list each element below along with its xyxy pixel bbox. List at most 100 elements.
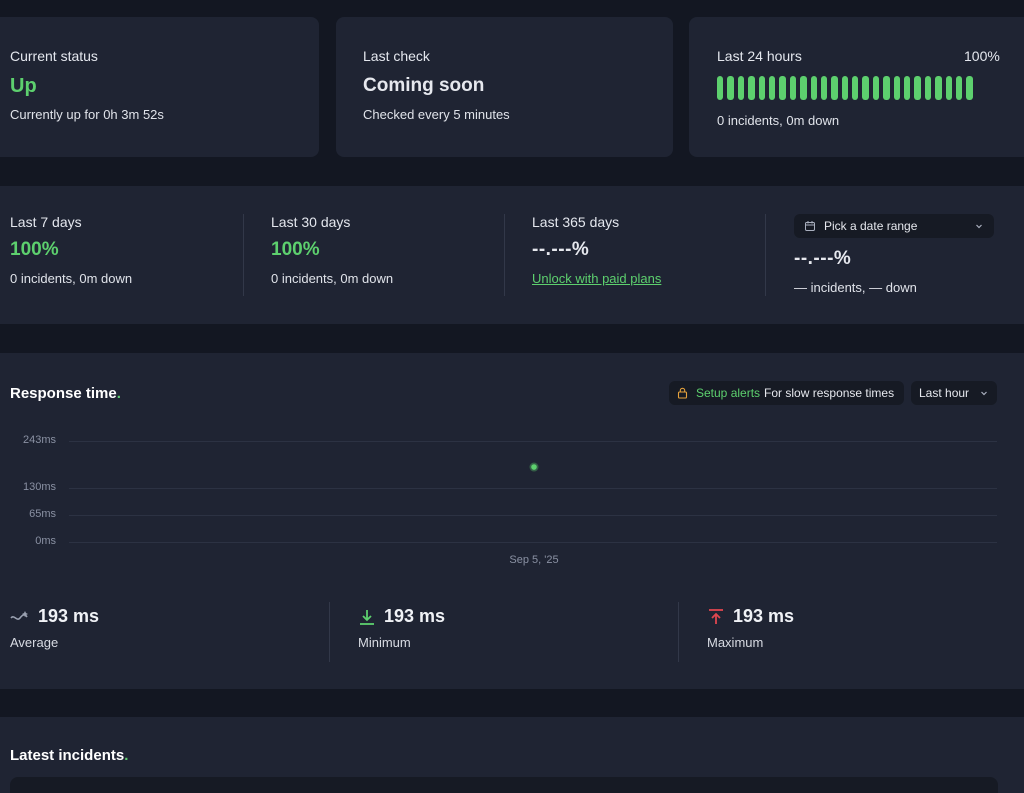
maximum-label: Maximum [707, 635, 764, 650]
divider [243, 214, 244, 296]
time-range-select[interactable]: Last hour [911, 381, 997, 405]
divider [329, 602, 330, 662]
chart-plot-area [529, 462, 539, 472]
uptime-bars [717, 76, 973, 100]
average-value: 193 ms [38, 606, 100, 626]
unlock-paid-plans-link[interactable]: Unlock with paid plans [532, 271, 662, 286]
calendar-icon [805, 221, 815, 231]
average-label: Average [10, 635, 59, 650]
last-24-hours-percent: 100% [964, 48, 1000, 64]
current-status-card: Current status Up Currently up for 0h 3m… [0, 17, 319, 157]
chevron-down-icon [976, 224, 982, 229]
uptime-30-days: Last 30 days 100% 0 incidents, 0m down [271, 214, 393, 286]
uptime-bar[interactable] [914, 76, 921, 100]
uptime-bar[interactable] [820, 76, 828, 100]
check-interval: Checked every 5 minutes [363, 107, 510, 122]
minimum-stat: 193 ms Minimum [358, 606, 445, 650]
response-time-title: Response time. [10, 385, 121, 402]
custom-range-incidents: — incidents, — down [794, 280, 917, 295]
last-check-label: Last check [363, 48, 430, 64]
minimum-label: Minimum [358, 635, 411, 650]
uptime-bar[interactable] [800, 76, 807, 100]
uptime-30-days-value: 100% [271, 239, 320, 260]
uptime-bar[interactable] [955, 76, 963, 100]
latest-incidents-title: Latest incidents. [10, 747, 128, 764]
response-time-card: Response time. Setup alerts For slow res… [0, 353, 1024, 689]
average-stat: 193 ms Average [10, 606, 99, 650]
divider [504, 214, 505, 296]
last-24-hours-label: Last 24 hours [717, 48, 802, 64]
uptime-bar[interactable] [841, 76, 849, 100]
uptime-bar[interactable] [883, 76, 890, 100]
date-range-picker[interactable]: Pick a date range [794, 214, 994, 238]
average-icon [10, 610, 28, 620]
uptime-bar[interactable] [935, 76, 942, 100]
uptime-periods-card: Last 7 days 100% 0 incidents, 0m down La… [0, 186, 1024, 324]
uptime-bar[interactable] [966, 76, 973, 100]
data-point[interactable] [531, 464, 537, 470]
uptime-bar[interactable] [831, 76, 838, 100]
latest-incidents-card: Latest incidents. [0, 717, 1024, 793]
x-tick-label: Sep 5, '25 [509, 554, 559, 566]
gridline [69, 515, 997, 516]
uptime-bar[interactable] [727, 76, 734, 100]
time-range-value: Last hour [919, 386, 970, 400]
uptime-365-days: Last 365 days --.---% Unlock with paid p… [532, 214, 661, 286]
custom-range-value: --.---% [794, 248, 852, 269]
last-24-hours-card: Last 24 hours 100% 0 incidents, 0m down [689, 17, 1024, 157]
last-check-value: Coming soon [363, 75, 485, 96]
title-accent-dot: . [124, 747, 129, 764]
uptime-bar[interactable] [810, 76, 817, 100]
title-accent-dot: . [116, 385, 121, 402]
uptime-bar[interactable] [893, 76, 901, 100]
uptime-7-days: Last 7 days 100% 0 incidents, 0m down [10, 214, 132, 286]
uptime-7-days-label: Last 7 days [10, 214, 82, 230]
uptime-bar[interactable] [945, 76, 952, 100]
response-time-title-text: Response time [10, 385, 117, 402]
maximum-value: 193 ms [733, 606, 795, 626]
last-24-hours-incidents: 0 incidents, 0m down [717, 113, 840, 128]
uptime-365-days-value: --.---% [532, 239, 590, 260]
uptime-bar[interactable] [768, 76, 776, 100]
latest-incidents-title-text: Latest incidents [10, 747, 125, 764]
setup-alerts-text: For slow response times [764, 386, 895, 400]
divider [765, 214, 766, 296]
uptime-bar[interactable] [872, 76, 880, 100]
incidents-list [10, 777, 998, 793]
uptime-30-days-label: Last 30 days [271, 214, 351, 230]
uptime-bar[interactable] [862, 76, 869, 100]
uptime-bar[interactable] [924, 76, 932, 100]
uptime-bar[interactable] [717, 76, 724, 100]
gridline [69, 488, 997, 489]
y-tick-label: 130ms [22, 481, 56, 493]
gridline [69, 441, 997, 442]
uptime-bar[interactable] [758, 76, 765, 100]
last-check-card: Last check Coming soon Checked every 5 m… [336, 17, 673, 157]
lock-icon [677, 387, 688, 399]
arrow-up-icon [709, 608, 723, 624]
maximum-stat: 193 ms Maximum [707, 606, 794, 650]
uptime-bar[interactable] [779, 76, 786, 100]
uptime-bar[interactable] [748, 76, 755, 100]
setup-alerts-link[interactable]: Setup alerts [696, 386, 761, 400]
uptime-bar[interactable] [904, 76, 911, 100]
arrow-down-icon [360, 609, 374, 625]
uptime-bar[interactable] [789, 76, 797, 100]
y-tick-label: 65ms [29, 508, 56, 520]
uptime-7-days-incidents: 0 incidents, 0m down [10, 271, 133, 286]
uptime-7-days-value: 100% [10, 239, 59, 260]
y-tick-label: 0ms [35, 535, 56, 547]
gridline [69, 542, 997, 543]
uptime-duration: Currently up for 0h 3m 52s [10, 107, 164, 122]
minimum-value: 193 ms [384, 606, 446, 626]
divider [678, 602, 679, 662]
setup-alerts-button[interactable]: Setup alerts For slow response times [669, 381, 904, 405]
current-status-label: Current status [10, 48, 98, 64]
uptime-bar[interactable] [852, 76, 859, 100]
y-tick-label: 243ms [22, 434, 56, 446]
chevron-down-icon [981, 391, 987, 396]
date-range-label: Pick a date range [824, 219, 918, 233]
uptime-bar[interactable] [737, 76, 745, 100]
current-status-value: Up [10, 75, 37, 97]
